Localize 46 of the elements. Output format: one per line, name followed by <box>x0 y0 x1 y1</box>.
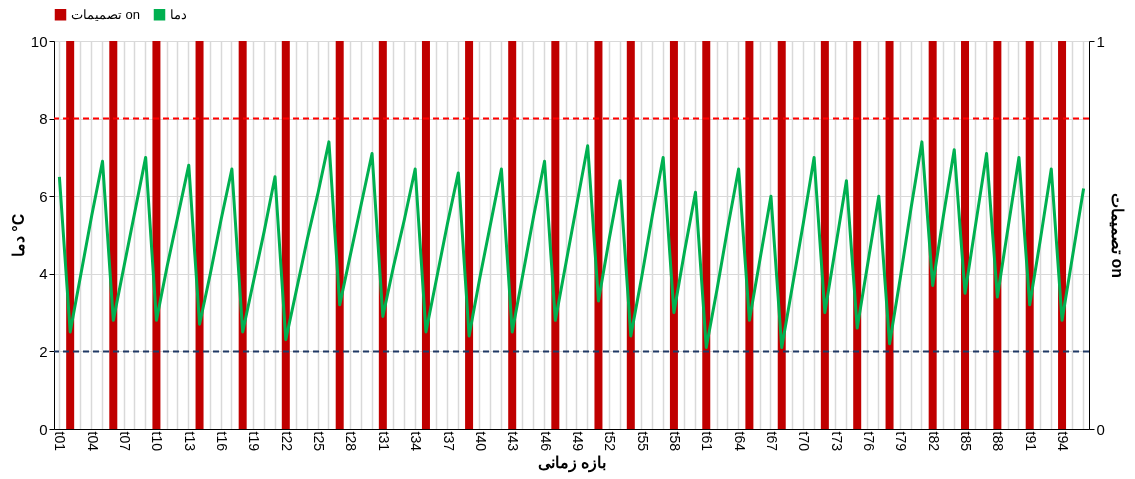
x-tick-label: t82 <box>925 431 942 452</box>
x-tick-label: t13 <box>181 431 198 452</box>
x-tick-label: t58 <box>666 431 683 452</box>
x-tick-label: t70 <box>796 431 813 452</box>
x-tick-label: t79 <box>893 431 910 452</box>
legend-label: دما <box>170 6 187 22</box>
x-tick-label: t73 <box>828 431 845 452</box>
x-tick-label: t37 <box>440 431 457 452</box>
y2-tick-label: 1 <box>1096 32 1105 50</box>
x-tick-label: t43 <box>505 431 522 452</box>
y-tick-label: 4 <box>39 265 48 283</box>
y-tick-label: 10 <box>30 32 48 50</box>
x-tick-label: t31 <box>375 431 392 452</box>
x-tick-label: t22 <box>278 431 295 452</box>
y2-axis-title: تصمیمات on <box>1108 193 1126 278</box>
x-tick-label: t01 <box>52 431 69 452</box>
x-tick-label: t76 <box>860 431 877 452</box>
x-tick-label: t40 <box>472 431 489 452</box>
y-tick-label: 8 <box>39 110 48 128</box>
x-tick-label: t04 <box>84 431 101 452</box>
y-axis-title: دما °C <box>9 213 27 258</box>
x-tick-label: t85 <box>958 431 975 452</box>
legend-label: تصمیمات on <box>71 6 141 22</box>
line-series <box>57 140 1086 350</box>
x-axis-title: بازه زمانی <box>537 453 607 473</box>
x-tick-label: t46 <box>537 431 554 452</box>
x-tick-label: t19 <box>246 431 263 452</box>
x-tick-label: t67 <box>763 431 780 452</box>
x-tick-label: t94 <box>1055 431 1072 452</box>
y2-tick-label: 0 <box>1096 420 1105 438</box>
y-tick-label: 6 <box>39 187 48 205</box>
y-tick-label: 2 <box>39 342 48 360</box>
x-tick-label: t91 <box>1022 431 1039 452</box>
y-tick-label: 0 <box>39 420 48 438</box>
x-tick-label: t55 <box>634 431 651 452</box>
x-tick-label: t10 <box>149 431 166 452</box>
x-tick-label: t61 <box>699 431 716 452</box>
x-tick-label: t16 <box>214 431 231 452</box>
x-tick-label: t88 <box>990 431 1007 452</box>
x-tick-label: t28 <box>343 431 360 452</box>
x-tick-label: t49 <box>569 431 586 452</box>
x-tick-label: t64 <box>731 431 748 452</box>
x-tick-label: t07 <box>117 431 134 452</box>
x-tick-label: t25 <box>311 431 328 452</box>
x-tick-label: t52 <box>602 431 619 452</box>
x-tick-label: t34 <box>408 431 425 452</box>
